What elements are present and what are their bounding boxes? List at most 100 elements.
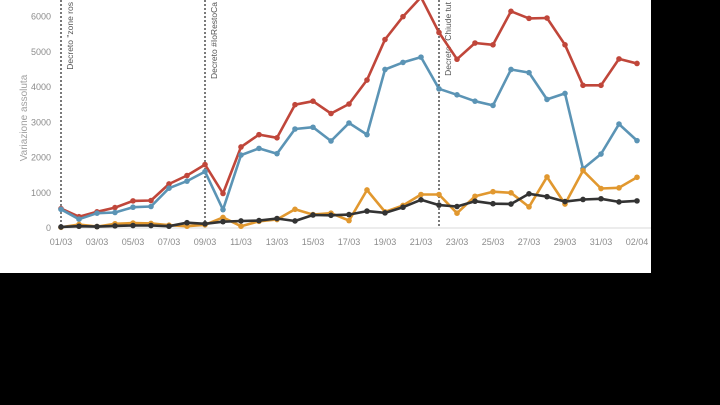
- data-point: [418, 191, 424, 198]
- y-tick-label: 6000: [31, 12, 51, 22]
- data-point: [454, 210, 460, 217]
- data-point: [346, 217, 352, 224]
- x-ticks: 01/03 03/03 05/03 07/03 09/03 11/03 13/03 15/03…: [50, 237, 649, 247]
- data-point: [472, 40, 478, 46]
- data-point: [364, 208, 370, 214]
- y-ticks: 0 1000 2000 3000 4000 5000 6000: [31, 12, 51, 233]
- data-point: [454, 56, 460, 63]
- data-point: [544, 193, 550, 200]
- data-point: [256, 131, 262, 138]
- y-tick-label: 4000: [31, 82, 51, 92]
- data-point: [274, 215, 280, 222]
- data-point: [148, 203, 154, 210]
- y-tick-label: 0: [46, 223, 51, 233]
- data-point: [94, 223, 100, 230]
- data-point: [490, 102, 496, 109]
- y-tick-label: 5000: [31, 47, 51, 57]
- data-point: [220, 214, 226, 221]
- data-point: [472, 98, 478, 104]
- data-point: [364, 131, 370, 138]
- data-point: [508, 201, 514, 207]
- x-tick-label: 05/03: [122, 237, 145, 247]
- data-point: [112, 209, 118, 216]
- data-point: [310, 212, 316, 218]
- data-point: [508, 189, 514, 196]
- data-point: [166, 185, 172, 191]
- x-tick-label: 01/03: [50, 237, 73, 247]
- data-point: [130, 204, 136, 211]
- x-tick-label: 03/03: [86, 237, 109, 247]
- data-point: [490, 42, 496, 48]
- data-point: [346, 120, 352, 126]
- data-point: [58, 206, 64, 213]
- data-point: [328, 110, 334, 117]
- x-tick-label: 13/03: [266, 237, 289, 247]
- data-point: [580, 196, 586, 203]
- x-tick-label: 17/03: [338, 237, 361, 247]
- data-point: [526, 69, 532, 76]
- x-tick-label: 23/03: [446, 237, 469, 247]
- data-point: [310, 98, 316, 104]
- data-point: [562, 42, 568, 48]
- data-point: [202, 161, 208, 168]
- data-point: [364, 187, 370, 193]
- data-point: [580, 82, 586, 89]
- data-point: [112, 223, 118, 229]
- data-point: [508, 66, 514, 73]
- data-point: [382, 66, 388, 73]
- annotation-label: Decreto "zone ros: [65, 2, 75, 70]
- line-chart: Variazione assoluta 0 1000 2000 3000 4000 500…: [19, 0, 651, 247]
- data-point: [544, 15, 550, 21]
- chart-panel: Variazione assoluta 0 1000 2000 3000 4000 500…: [0, 0, 651, 273]
- x-tick-label: 02/04: [626, 237, 649, 247]
- data-point: [292, 218, 298, 224]
- x-tick-label: 29/03: [554, 237, 577, 247]
- data-point: [220, 218, 226, 225]
- data-point: [508, 8, 514, 15]
- data-point: [238, 223, 244, 230]
- data-point: [490, 200, 496, 207]
- data-point: [346, 101, 352, 107]
- data-point: [328, 138, 334, 144]
- data-point: [418, 54, 424, 60]
- data-point: [544, 174, 550, 180]
- data-point: [130, 198, 136, 204]
- annotation-label: Decreto "Chiude tut: [443, 1, 453, 76]
- data-point: [202, 220, 208, 227]
- data-point: [184, 172, 190, 179]
- data-point: [454, 203, 460, 210]
- data-point: [292, 206, 298, 213]
- data-point: [634, 174, 640, 181]
- data-point: [598, 151, 604, 157]
- data-point: [598, 195, 604, 202]
- data-point: [310, 124, 316, 131]
- y-axis-label: Variazione assoluta: [19, 74, 30, 161]
- data-point: [292, 126, 298, 132]
- data-point: [112, 204, 118, 211]
- y-tick-label: 1000: [31, 188, 51, 198]
- data-point: [256, 145, 262, 152]
- data-point: [274, 135, 280, 141]
- data-point: [166, 181, 172, 187]
- data-point: [616, 56, 622, 62]
- data-point: [382, 210, 388, 216]
- x-tick-label: 07/03: [158, 237, 181, 247]
- x-tick-label: 31/03: [590, 237, 613, 247]
- x-tick-label: 15/03: [302, 237, 325, 247]
- data-point: [346, 211, 352, 218]
- x-tick-label: 27/03: [518, 237, 541, 247]
- data-point: [220, 190, 226, 197]
- data-point: [580, 167, 586, 174]
- data-point: [130, 222, 136, 229]
- data-point: [472, 198, 478, 205]
- data-point: [220, 206, 226, 213]
- data-point: [328, 212, 334, 219]
- data-point: [616, 199, 622, 205]
- data-point: [436, 202, 442, 208]
- data-point: [238, 144, 244, 150]
- data-point: [436, 86, 442, 92]
- data-point: [148, 222, 154, 229]
- series-2: [58, 54, 640, 222]
- data-point: [490, 188, 496, 195]
- x-tick-label: 21/03: [410, 237, 433, 247]
